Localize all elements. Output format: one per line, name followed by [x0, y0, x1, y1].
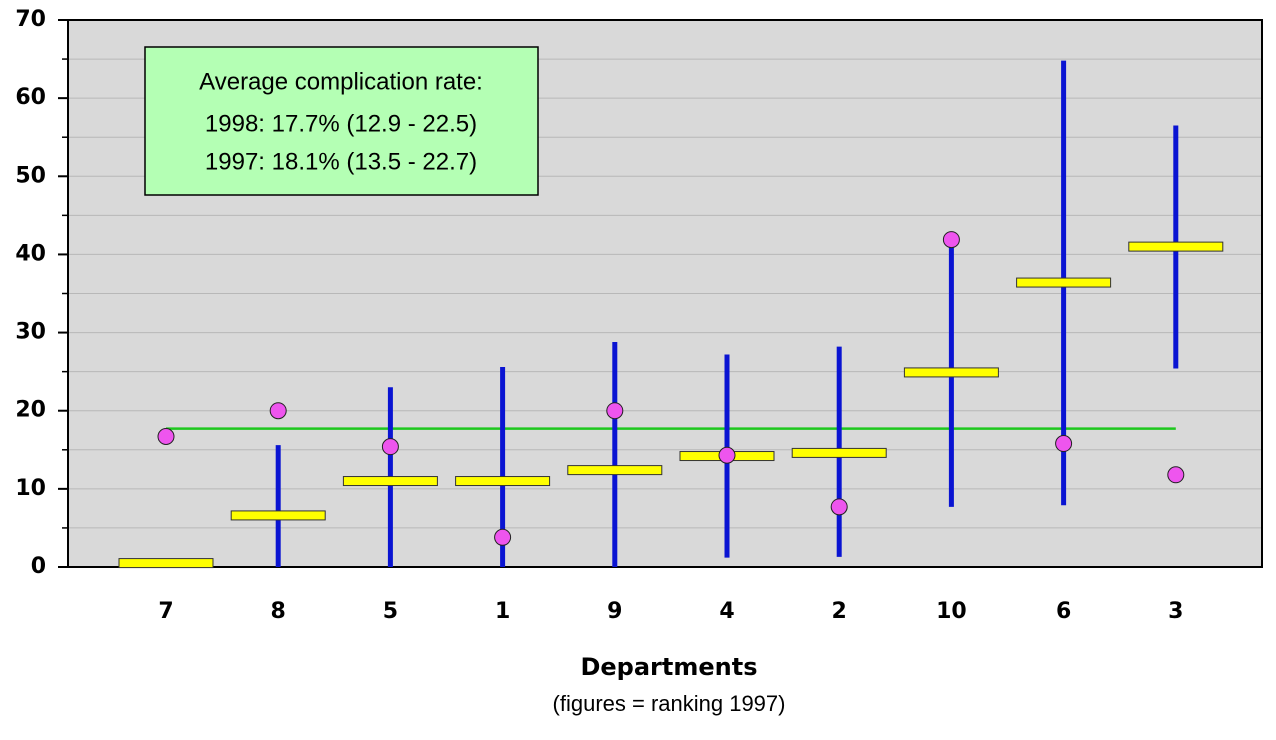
y-tick-label: 60 [15, 85, 46, 110]
rate-marker [342, 476, 438, 487]
rate-dot [830, 498, 848, 516]
rate-marker [791, 447, 887, 458]
annotation-text: 1997: 18.1% (13.5 - 22.7) [205, 148, 477, 175]
plot-border [67, 19, 1263, 568]
rate-marker [1016, 277, 1112, 288]
y-tick-label: 70 [15, 7, 46, 32]
x-tick-label: 2 [832, 599, 847, 624]
x-tick-label: 6 [1056, 599, 1071, 624]
x-axis-title: Departments [580, 653, 757, 681]
rate-dot [269, 402, 287, 420]
x-tick-label: 3 [1168, 599, 1183, 624]
y-tick-label: 10 [15, 476, 46, 501]
rate-marker [567, 465, 663, 476]
x-axis-note: (figures = ranking 1997) [553, 691, 786, 716]
rate-marker [118, 558, 214, 569]
annotation-box [144, 46, 539, 196]
y-tick-label: 30 [15, 320, 46, 345]
rate-marker [455, 476, 551, 487]
rate-dot [606, 402, 624, 420]
x-tick-label: 1 [495, 599, 510, 624]
rate-dot [157, 428, 175, 446]
x-tick-label: 4 [719, 599, 734, 624]
x-tick-label: 10 [936, 599, 967, 624]
y-tick-label: 0 [31, 554, 46, 579]
x-tick-label: 8 [271, 599, 286, 624]
rate-dot [1055, 435, 1073, 453]
rate-marker [1128, 241, 1224, 252]
rate-dot [942, 231, 960, 249]
annotation-text: Average complication rate: [199, 68, 483, 95]
rate-dot [718, 446, 736, 464]
rate-marker [903, 367, 999, 378]
y-tick-label: 20 [15, 398, 46, 423]
rate-marker [230, 510, 326, 521]
annotation-text: 1998: 17.7% (12.9 - 22.5) [205, 110, 477, 137]
x-tick-label: 5 [383, 599, 398, 624]
y-tick-label: 50 [15, 163, 46, 188]
x-tick-label: 7 [158, 599, 173, 624]
rate-dot [381, 438, 399, 456]
x-tick-label: 9 [607, 599, 622, 624]
rate-dot [1167, 466, 1185, 484]
rate-dot [494, 528, 512, 546]
y-tick-label: 40 [15, 241, 46, 266]
